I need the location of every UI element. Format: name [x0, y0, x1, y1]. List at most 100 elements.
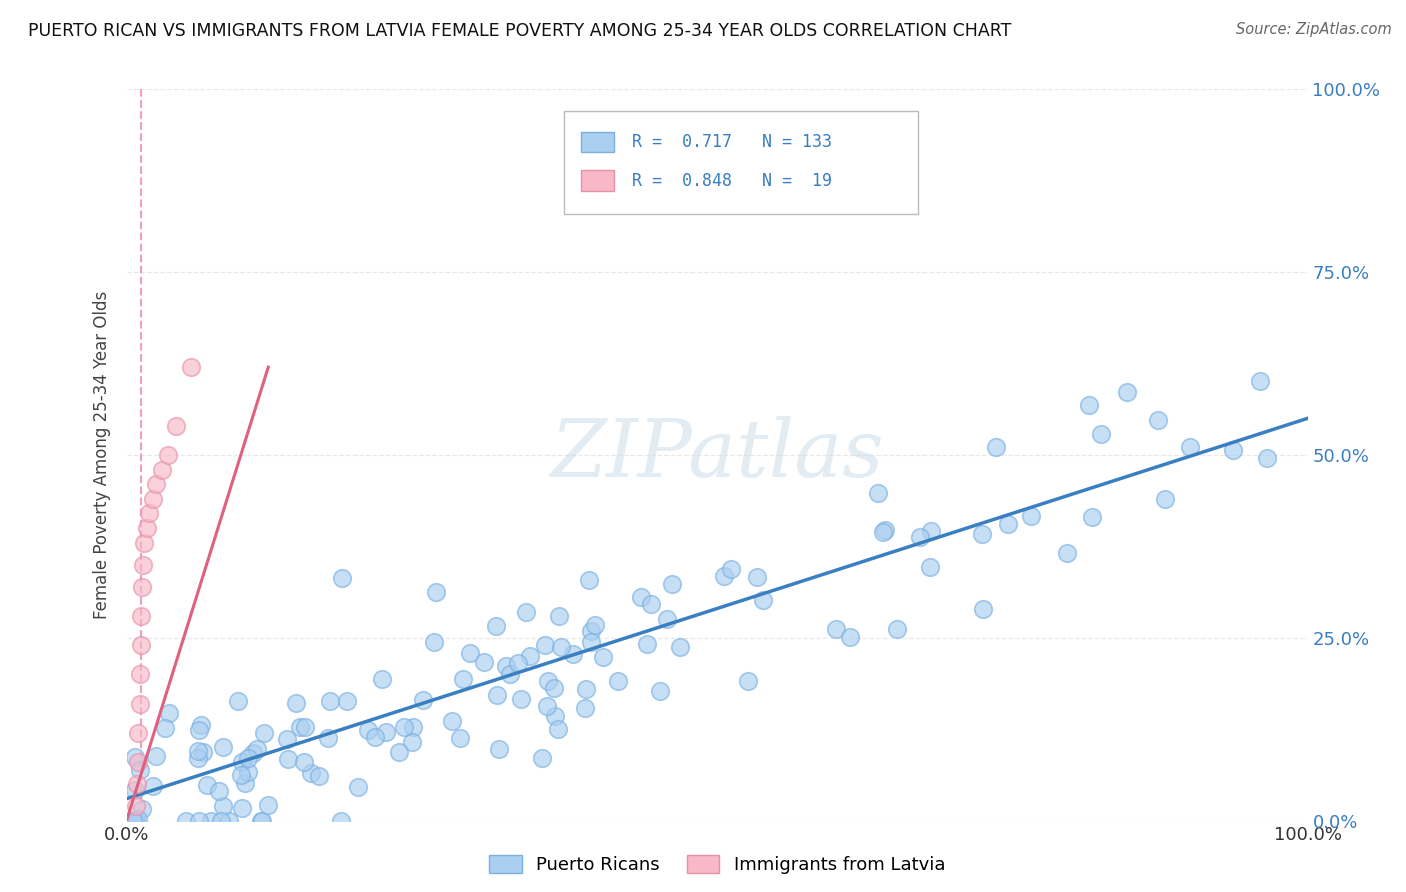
FancyBboxPatch shape	[564, 112, 918, 213]
Point	[187, 744, 209, 758]
Point	[127, 726, 149, 740]
Point	[921, 524, 943, 539]
Point	[231, 755, 253, 769]
Point	[1256, 450, 1278, 465]
Point	[318, 693, 340, 707]
Point	[157, 706, 180, 721]
Point	[231, 801, 253, 815]
Point	[606, 674, 628, 689]
Point	[499, 667, 522, 681]
Point	[495, 659, 517, 673]
Point	[1147, 413, 1170, 427]
Point	[630, 590, 652, 604]
Point	[256, 798, 278, 813]
Point	[145, 749, 167, 764]
Point	[401, 734, 423, 748]
Point	[187, 723, 209, 737]
Point	[472, 655, 495, 669]
Point	[371, 672, 394, 686]
Point	[308, 769, 330, 783]
Point	[423, 634, 446, 648]
Point	[506, 656, 529, 670]
Point	[346, 780, 368, 795]
Point	[519, 648, 541, 663]
Point	[242, 746, 264, 760]
Point	[127, 812, 149, 826]
Point	[1081, 509, 1104, 524]
Point	[336, 693, 359, 707]
Point	[165, 418, 187, 433]
Point	[127, 777, 149, 791]
Point	[655, 612, 678, 626]
Point	[236, 765, 259, 780]
Point	[195, 778, 218, 792]
Point	[578, 574, 600, 588]
Point	[668, 640, 690, 654]
Point	[174, 814, 197, 828]
Point	[1222, 443, 1244, 458]
Point	[910, 530, 932, 544]
Point	[873, 524, 896, 538]
Point	[636, 637, 658, 651]
Point	[129, 608, 152, 623]
Point	[363, 730, 385, 744]
Point	[138, 507, 160, 521]
Point	[156, 448, 179, 462]
Point	[132, 558, 155, 572]
Point	[294, 720, 316, 734]
Point	[292, 756, 315, 770]
Point	[357, 723, 380, 738]
Point	[392, 720, 415, 734]
Point	[233, 776, 256, 790]
Point	[412, 693, 434, 707]
Point	[212, 740, 235, 755]
Point	[713, 569, 735, 583]
Point	[1249, 374, 1271, 388]
Point	[451, 672, 474, 686]
FancyBboxPatch shape	[581, 132, 614, 153]
Point	[1019, 508, 1042, 523]
Point	[1077, 399, 1099, 413]
Point	[252, 814, 274, 828]
Point	[288, 720, 311, 734]
Point	[575, 681, 598, 696]
Point	[124, 814, 146, 828]
Point	[425, 585, 447, 599]
Point	[547, 722, 569, 736]
Point	[515, 606, 537, 620]
Point	[544, 709, 567, 723]
Point	[441, 714, 464, 729]
Point	[825, 623, 848, 637]
Point	[886, 622, 908, 636]
Point	[1115, 384, 1137, 399]
Point	[145, 477, 167, 491]
Point	[277, 751, 299, 765]
Point	[187, 814, 209, 828]
FancyBboxPatch shape	[581, 170, 614, 191]
Point	[299, 766, 322, 780]
Point	[1180, 440, 1202, 454]
Point	[229, 767, 252, 781]
Point	[547, 608, 569, 623]
Point	[375, 725, 398, 739]
Point	[579, 635, 602, 649]
Point	[839, 630, 862, 644]
Point	[121, 814, 143, 828]
Point	[388, 745, 411, 759]
Point	[128, 697, 150, 711]
Point	[212, 798, 235, 813]
Point	[128, 667, 150, 681]
Point	[330, 571, 353, 585]
Point	[125, 799, 148, 814]
Point	[209, 814, 232, 828]
Point	[131, 802, 153, 816]
Point	[208, 783, 231, 797]
Point	[581, 624, 603, 638]
Text: R =  0.717   N = 133: R = 0.717 N = 133	[633, 133, 832, 151]
Point	[737, 673, 759, 688]
Point	[574, 701, 596, 715]
Point	[316, 731, 339, 746]
Point	[150, 462, 173, 476]
Point	[510, 692, 533, 706]
Point	[129, 638, 152, 652]
